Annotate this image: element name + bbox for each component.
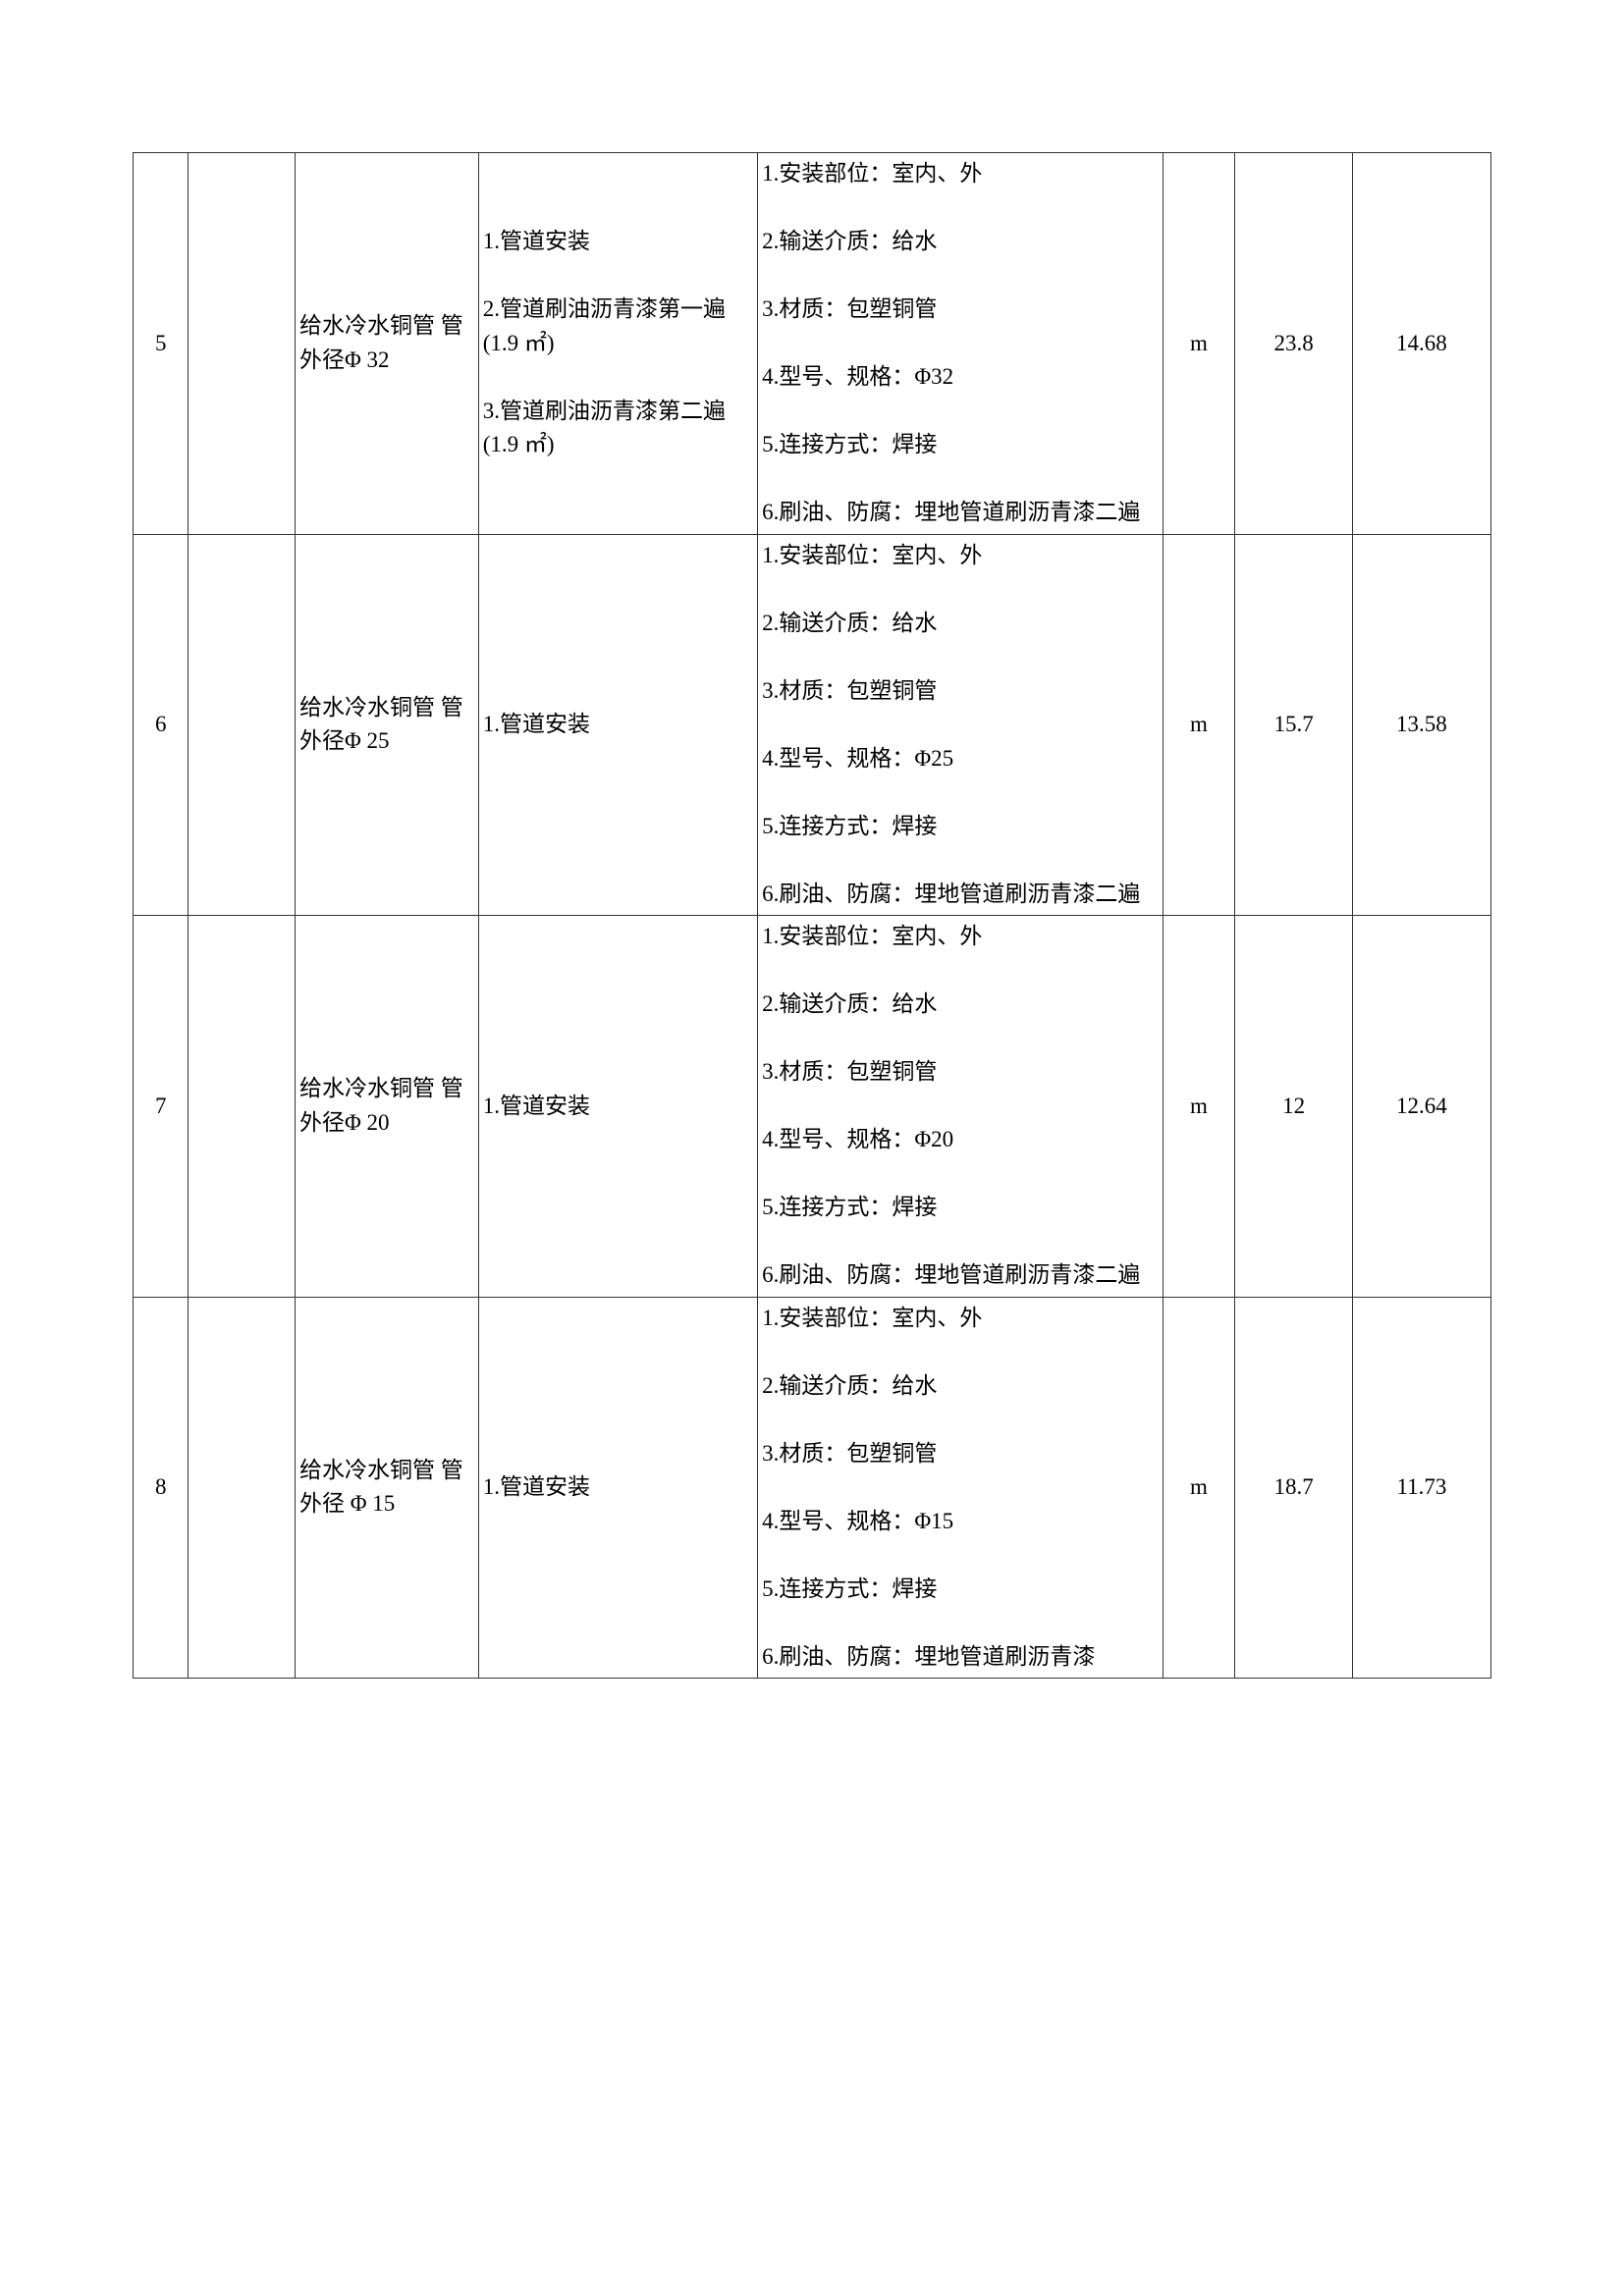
cell-item-name: 给水冷水铜管 管外径 Φ 15 [295, 1297, 478, 1679]
cell-unit: m [1163, 153, 1235, 535]
table-body: 5 给水冷水铜管 管外径Φ 32 1.管道安装 2.管道刷油沥青漆第一遍(1.9… [134, 153, 1491, 1679]
cell-price: 12.64 [1352, 916, 1490, 1298]
table-row: 8 给水冷水铜管 管外径 Φ 15 1.管道安装 1.安装部位：室内、外 2.输… [134, 1297, 1491, 1679]
cell-work-content: 1.管道安装 [478, 1297, 757, 1679]
cell-quantity: 23.8 [1235, 153, 1352, 535]
cell-specification: 1.安装部位：室内、外 2.输送介质：给水 3.材质：包塑铜管 4.型号、规格：… [758, 916, 1164, 1298]
cell-code [189, 534, 296, 916]
table-row: 5 给水冷水铜管 管外径Φ 32 1.管道安装 2.管道刷油沥青漆第一遍(1.9… [134, 153, 1491, 535]
cell-unit: m [1163, 1297, 1235, 1679]
cell-unit: m [1163, 534, 1235, 916]
table-row: 6 给水冷水铜管 管外径Φ 25 1.管道安装 1.安装部位：室内、外 2.输送… [134, 534, 1491, 916]
cell-work-content: 1.管道安装 [478, 534, 757, 916]
cell-work-content: 1.管道安装 2.管道刷油沥青漆第一遍(1.9 ㎡) 3.管道刷油沥青漆第二遍(… [478, 153, 757, 535]
cell-index: 7 [134, 916, 189, 1298]
cell-code [189, 1297, 296, 1679]
cell-specification: 1.安装部位：室内、外 2.输送介质：给水 3.材质：包塑铜管 4.型号、规格：… [758, 534, 1164, 916]
bill-of-quantities-table: 5 给水冷水铜管 管外径Φ 32 1.管道安装 2.管道刷油沥青漆第一遍(1.9… [133, 152, 1491, 1679]
cell-index: 6 [134, 534, 189, 916]
cell-item-name: 给水冷水铜管 管外径Φ 20 [295, 916, 478, 1298]
cell-price: 13.58 [1352, 534, 1490, 916]
cell-price: 11.73 [1352, 1297, 1490, 1679]
cell-item-name: 给水冷水铜管 管外径Φ 32 [295, 153, 478, 535]
cell-work-content: 1.管道安装 [478, 916, 757, 1298]
cell-quantity: 12 [1235, 916, 1352, 1298]
cell-code [189, 916, 296, 1298]
cell-index: 8 [134, 1297, 189, 1679]
cell-price: 14.68 [1352, 153, 1490, 535]
cell-unit: m [1163, 916, 1235, 1298]
cell-quantity: 15.7 [1235, 534, 1352, 916]
cell-code [189, 153, 296, 535]
cell-specification: 1.安装部位：室内、外 2.输送介质：给水 3.材质：包塑铜管 4.型号、规格：… [758, 1297, 1164, 1679]
table-row: 7 给水冷水铜管 管外径Φ 20 1.管道安装 1.安装部位：室内、外 2.输送… [134, 916, 1491, 1298]
cell-quantity: 18.7 [1235, 1297, 1352, 1679]
cell-index: 5 [134, 153, 189, 535]
cell-item-name: 给水冷水铜管 管外径Φ 25 [295, 534, 478, 916]
cell-specification: 1.安装部位：室内、外 2.输送介质：给水 3.材质：包塑铜管 4.型号、规格：… [758, 153, 1164, 535]
